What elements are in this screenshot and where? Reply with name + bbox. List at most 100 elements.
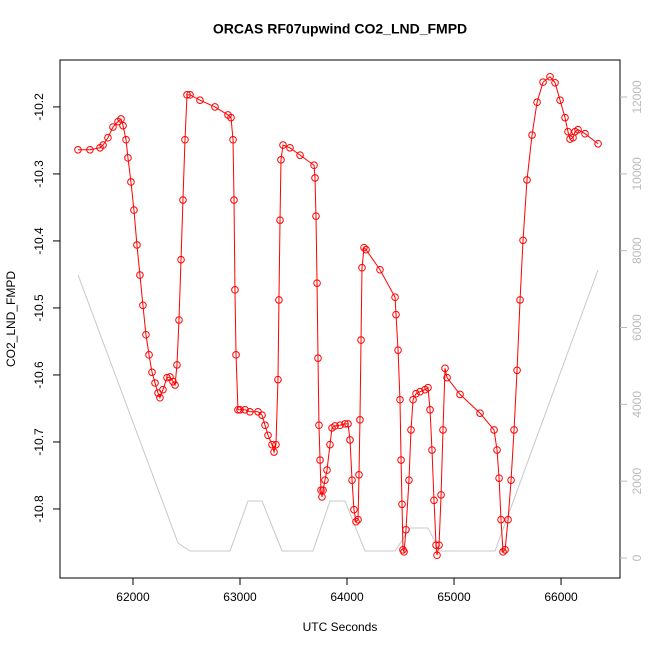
point [430,496,438,505]
point [412,389,420,398]
point [175,316,183,324]
point [236,406,244,414]
point [331,422,339,430]
point [360,243,368,252]
point [258,411,266,419]
point [124,154,132,162]
point [546,72,554,81]
point [424,383,432,392]
y2-tick-label: 12000 [630,80,644,114]
x-tick-label: 62000 [116,590,150,604]
point [341,420,349,428]
point [314,354,322,363]
point [516,296,524,304]
plot-frame [59,59,621,579]
point [476,409,484,417]
point [145,351,153,359]
point [398,500,406,509]
point [354,515,362,524]
y2-tick-label: 6000 [630,314,644,341]
point [510,426,518,434]
point [272,440,280,449]
point [397,456,405,464]
y-tick-label: -10.2 [32,93,46,121]
point [264,431,272,440]
point [528,131,536,139]
y-axis-label: CO2_LND_FMPD [4,271,18,367]
point [311,174,319,182]
x-tick-label: 65000 [437,590,471,604]
point [396,395,404,404]
point [358,263,366,272]
point [499,548,507,556]
point [523,176,531,184]
point [416,387,424,396]
point [156,393,164,402]
point [119,121,127,130]
point [350,505,358,514]
point [581,129,589,138]
point [109,123,117,131]
y2-tick-label: 0 [630,554,644,561]
point [495,474,503,482]
point [439,426,447,434]
point [355,471,363,479]
point [321,476,329,484]
point [139,301,147,310]
point [261,421,269,430]
y2-tick-label: 8000 [630,237,644,264]
y2-tick-label: 10000 [630,157,644,191]
point [400,548,408,556]
x-tick-label: 64000 [330,590,364,604]
point [556,96,564,105]
x-axis-label: UTC Seconds [303,620,378,634]
point [441,364,449,373]
point [326,440,334,449]
point [391,293,399,302]
point [594,139,602,148]
point [277,156,285,164]
point [274,375,282,384]
point [435,541,443,549]
point [316,456,324,464]
point [352,517,360,526]
point [357,336,365,344]
point [443,373,451,382]
x-tick-label: 66000 [544,590,578,604]
point [426,406,434,414]
point [196,96,204,105]
point [159,385,167,394]
point [227,113,235,122]
point [173,361,181,369]
point [229,135,237,144]
point [493,446,501,454]
point [177,255,185,264]
point [279,141,287,149]
y-tick-label: -10.3 [32,160,46,188]
point [181,135,189,144]
point [344,420,352,428]
y-tick-label: -10.7 [32,428,46,456]
point [276,216,284,224]
point [231,286,239,294]
point [171,381,179,389]
point [551,78,559,87]
point [432,541,440,549]
point [151,379,159,387]
point [392,310,400,319]
point [133,241,141,249]
point [148,368,156,377]
point [405,476,413,484]
point [99,141,107,149]
point [246,408,254,416]
point [142,330,150,339]
point [270,448,278,456]
point [268,440,276,449]
point [433,551,441,560]
point [104,133,112,142]
point [362,245,370,254]
point [513,366,521,375]
point [315,421,323,430]
point [507,476,515,484]
